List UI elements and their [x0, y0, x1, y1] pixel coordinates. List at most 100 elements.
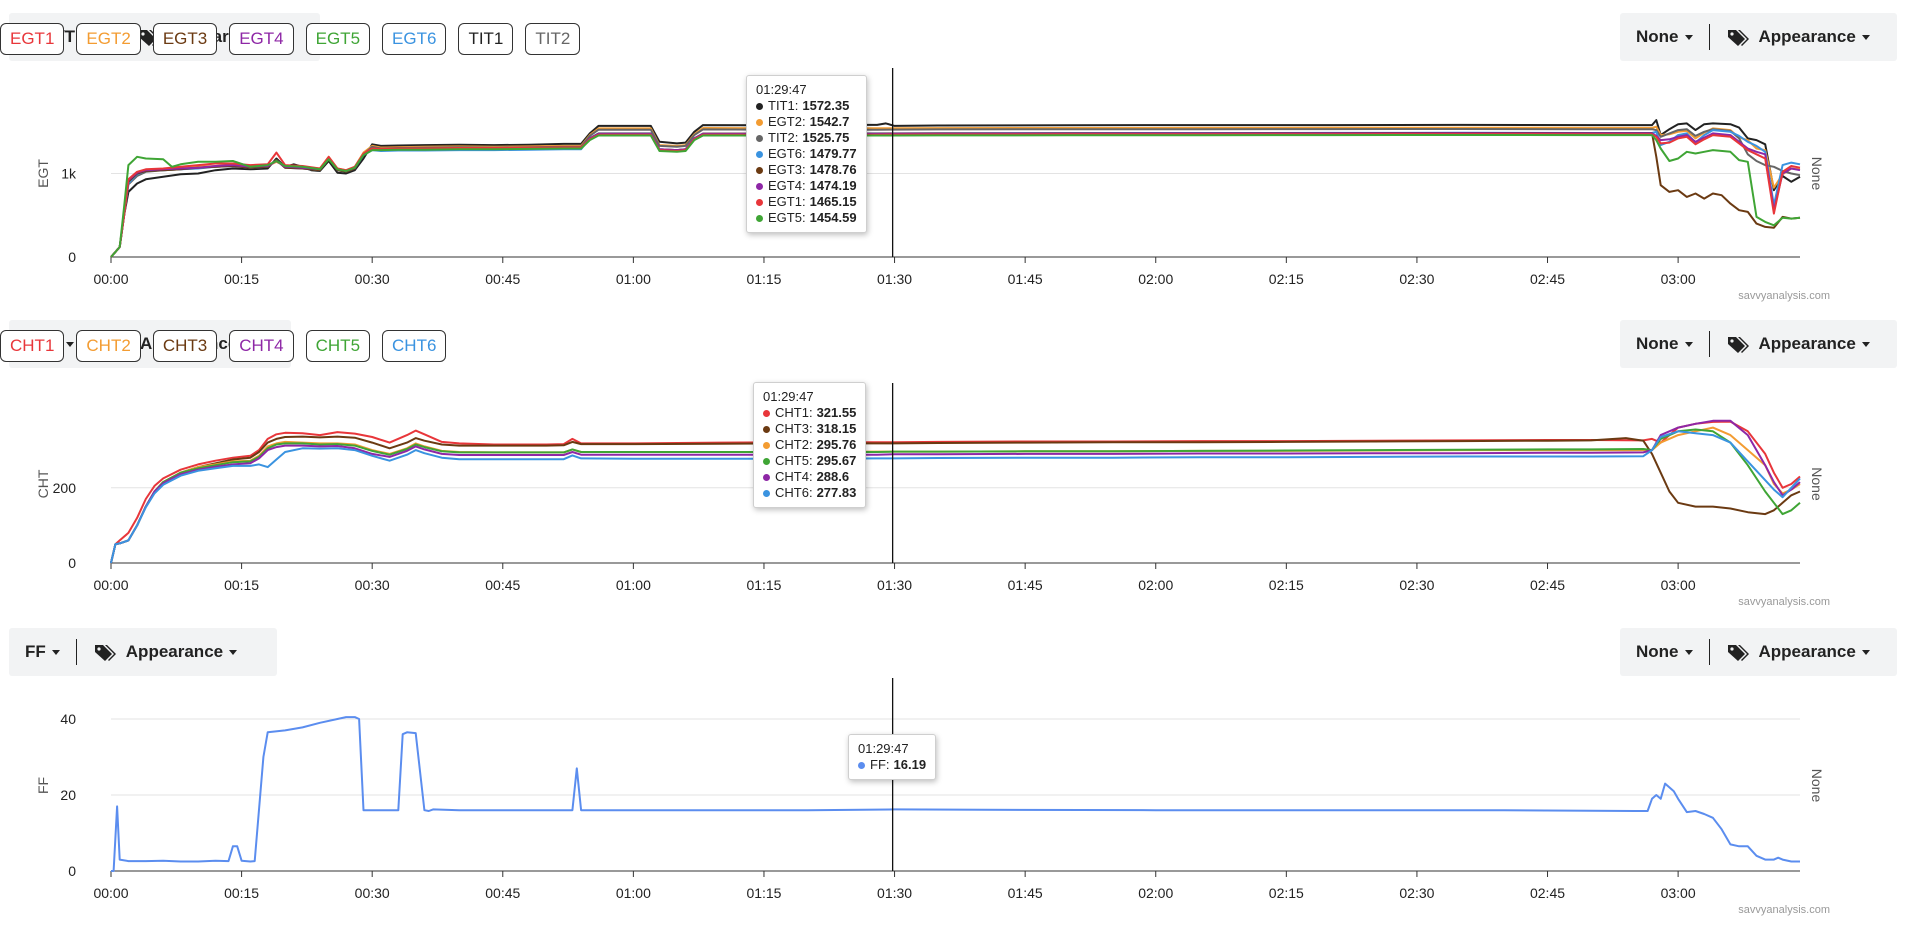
x-tick-label: 00:45 [485, 885, 520, 901]
left-toolbar: FF Appearance [9, 628, 277, 676]
tooltip-series-value: 318.15 [816, 421, 857, 436]
legend-toggle-egt6[interactable]: EGT6 [382, 23, 447, 55]
appearance-menu-button[interactable]: Appearance [77, 642, 253, 662]
tooltip-series-name: EGT3 [768, 162, 802, 177]
legend-toggle-tit1[interactable]: TIT1 [458, 23, 514, 55]
legend-toggle-cht5[interactable]: CHT5 [305, 330, 371, 362]
series-dot-icon [756, 134, 763, 142]
x-tick-label: 00:15 [224, 577, 259, 593]
tooltip-row: EGT1:1465.15 [756, 194, 857, 210]
chevron-down-icon [1861, 34, 1870, 40]
hover-tooltip: 01:29:47 FF:16.19 [848, 734, 937, 780]
x-tick-label: 01:45 [1008, 577, 1043, 593]
legend-toggle-tit2[interactable]: TIT2 [525, 23, 581, 55]
x-tick-label: 02:45 [1530, 577, 1565, 593]
parameter-label: None [1636, 334, 1679, 353]
legend-toggle-egt5[interactable]: EGT5 [305, 23, 371, 55]
legend-toggle-cht6[interactable]: CHT6 [382, 330, 447, 362]
legend: EGT1 EGT2 EGT3 EGT4 EGT5 EGT6 TIT1 TIT2 [0, 23, 581, 55]
y-tick-label: 0 [68, 249, 76, 265]
tooltip-series-value: 1525.75 [802, 130, 850, 145]
tooltip-series-value: 1572.35 [802, 98, 850, 113]
appearance-label: Appearance [1758, 27, 1856, 46]
tooltip-series-value: 295.67 [816, 453, 857, 468]
tooltip-row: CHT4:288.6 [763, 469, 856, 485]
tooltip-series-value: 1474.19 [809, 178, 857, 193]
legend-toggle-egt1[interactable]: EGT1 [0, 23, 65, 55]
parameter-select[interactable]: FF [9, 642, 76, 662]
series-line-tit2 [110, 128, 1801, 258]
tags-icon [94, 645, 116, 661]
x-tick-label: 03:00 [1661, 577, 1696, 593]
legend-toggle-cht2[interactable]: CHT2 [76, 330, 141, 362]
x-tick-label: 01:30 [877, 885, 912, 901]
x-tick-label: 00:45 [485, 271, 520, 287]
tooltip-series-name: EGT1 [768, 194, 802, 209]
credit-label: savvyanalysis.com [1738, 596, 1830, 608]
legend-toggle-egt3[interactable]: EGT3 [152, 23, 218, 55]
tooltip-row: CHT2:295.76 [763, 437, 856, 453]
chevron-down-icon [1684, 34, 1693, 40]
tags-icon [1727, 30, 1749, 46]
tooltip-series-name: CHT2 [775, 437, 809, 452]
tooltip-colon: : [808, 485, 813, 500]
x-tick-label: 01:00 [616, 885, 651, 901]
tooltip-row: CHT6:277.83 [763, 485, 856, 501]
right-toolbar: None Appearance [1620, 628, 1897, 676]
series-line-egt6 [110, 129, 1801, 258]
x-tick-label: 01:45 [1008, 885, 1043, 901]
legend-toggle-cht1[interactable]: CHT1 [0, 330, 65, 362]
chevron-down-icon [229, 649, 238, 655]
x-tick-label: 01:30 [877, 271, 912, 287]
divider [1708, 331, 1710, 357]
tooltip-colon: : [794, 98, 799, 113]
y-tick-label: 20 [60, 787, 76, 803]
tooltip-colon: : [794, 130, 799, 145]
line-chart-egt: 0 1k 00:00 00:15 00:30 00:45 01:00 01:15 01:30 01… [35, 68, 1830, 302]
tooltip-row: CHT3:318.15 [763, 421, 856, 437]
legend-toggle-cht4[interactable]: CHT4 [229, 330, 294, 362]
appearance-label: Appearance [1758, 642, 1856, 661]
tooltip-colon: : [808, 437, 813, 452]
tooltip-row: CHT1:321.55 [763, 405, 856, 421]
right-axis-parameter-select[interactable]: None [1620, 642, 1709, 662]
right-toolbar: None Appearance [1620, 13, 1897, 61]
series-dot-icon [763, 489, 770, 497]
tooltip-series-name: CHT6 [775, 485, 809, 500]
tooltip-series-value: 288.6 [816, 469, 850, 484]
series-dot-icon [763, 457, 770, 465]
right-axis-label: None [1809, 157, 1825, 191]
legend-toggle-egt4[interactable]: EGT4 [229, 23, 294, 55]
right-axis-parameter-select[interactable]: None [1620, 27, 1709, 47]
series-line-cht5 [110, 428, 1801, 564]
series-dot-icon [858, 761, 865, 769]
legend-toggle-cht3[interactable]: CHT3 [152, 330, 218, 362]
tooltip-row: EGT4:1474.19 [756, 178, 857, 194]
tooltip-time: 01:29:47 [763, 389, 814, 404]
tooltip-series-name: CHT1 [775, 405, 809, 420]
x-tick-label: 00:00 [93, 271, 128, 287]
x-tick-label: 02:45 [1530, 271, 1565, 287]
tooltip-row: TIT2:1525.75 [756, 130, 857, 146]
tooltip-colon: : [808, 469, 813, 484]
legend-toggle-egt2[interactable]: EGT2 [76, 23, 141, 55]
right-axis-parameter-select[interactable]: None [1620, 334, 1709, 354]
tooltip-colon: : [801, 146, 806, 161]
chevron-down-icon [1684, 649, 1693, 655]
x-tick-label: 02:15 [1269, 271, 1304, 287]
x-tick-label: 02:15 [1269, 885, 1304, 901]
appearance-menu-button[interactable]: Appearance [1710, 27, 1886, 47]
x-tick-label: 02:30 [1399, 577, 1434, 593]
right-axis-label: None [1809, 769, 1825, 803]
series-dot-icon [763, 441, 770, 449]
x-tick-label: 00:00 [93, 577, 128, 593]
appearance-menu-button[interactable]: Appearance [1710, 642, 1886, 662]
y-axis-label: EGT [35, 159, 51, 188]
x-tick-label: 03:00 [1661, 271, 1696, 287]
appearance-label: Appearance [1758, 334, 1856, 353]
hover-tooltip: 01:29:47 TIT1:1572.35 EGT2:1542.7 TIT2:1525… [746, 75, 867, 233]
y-tick-label: 200 [53, 480, 77, 496]
series-line-cht3 [110, 435, 1801, 564]
appearance-menu-button[interactable]: Appearance [1710, 334, 1886, 354]
x-tick-label: 01:30 [877, 577, 912, 593]
